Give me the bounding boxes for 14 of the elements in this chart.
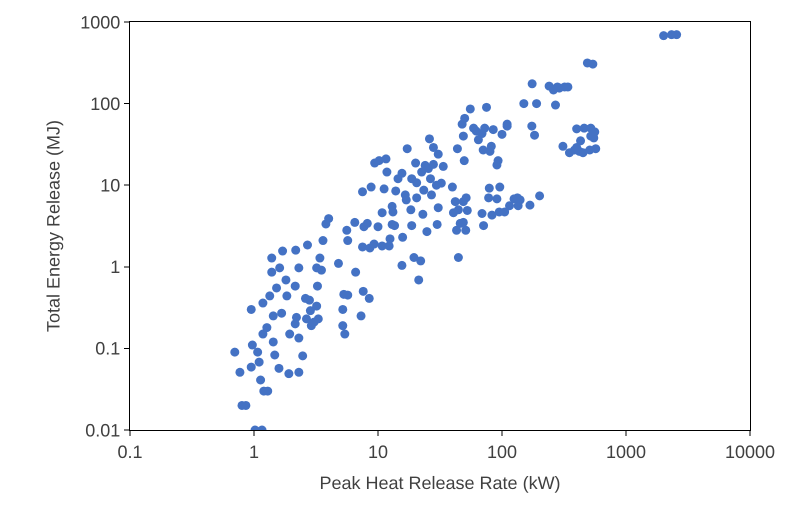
y-tick-label: 1: [110, 257, 120, 278]
x-tick-label: 1000: [606, 442, 646, 462]
x-tick-label: 100: [486, 442, 518, 462]
y-tick-label: 0.1: [95, 338, 120, 359]
y-tick-label: 10: [100, 176, 120, 196]
x-tick-label: 1: [248, 442, 260, 462]
y-tick-label: 0.01: [85, 420, 120, 440]
y-tick-label: 1000: [80, 12, 120, 32]
x-tick-label: 10000: [724, 442, 776, 462]
x-tick-label: 10: [368, 442, 388, 462]
x-axis-title: Peak Heat Release Rate (kW): [319, 472, 561, 493]
y-axis-title: Total Energy Release (MJ): [43, 120, 64, 332]
x-tick-label: 0.1: [117, 442, 143, 462]
y-tick-label: 100: [90, 94, 120, 114]
